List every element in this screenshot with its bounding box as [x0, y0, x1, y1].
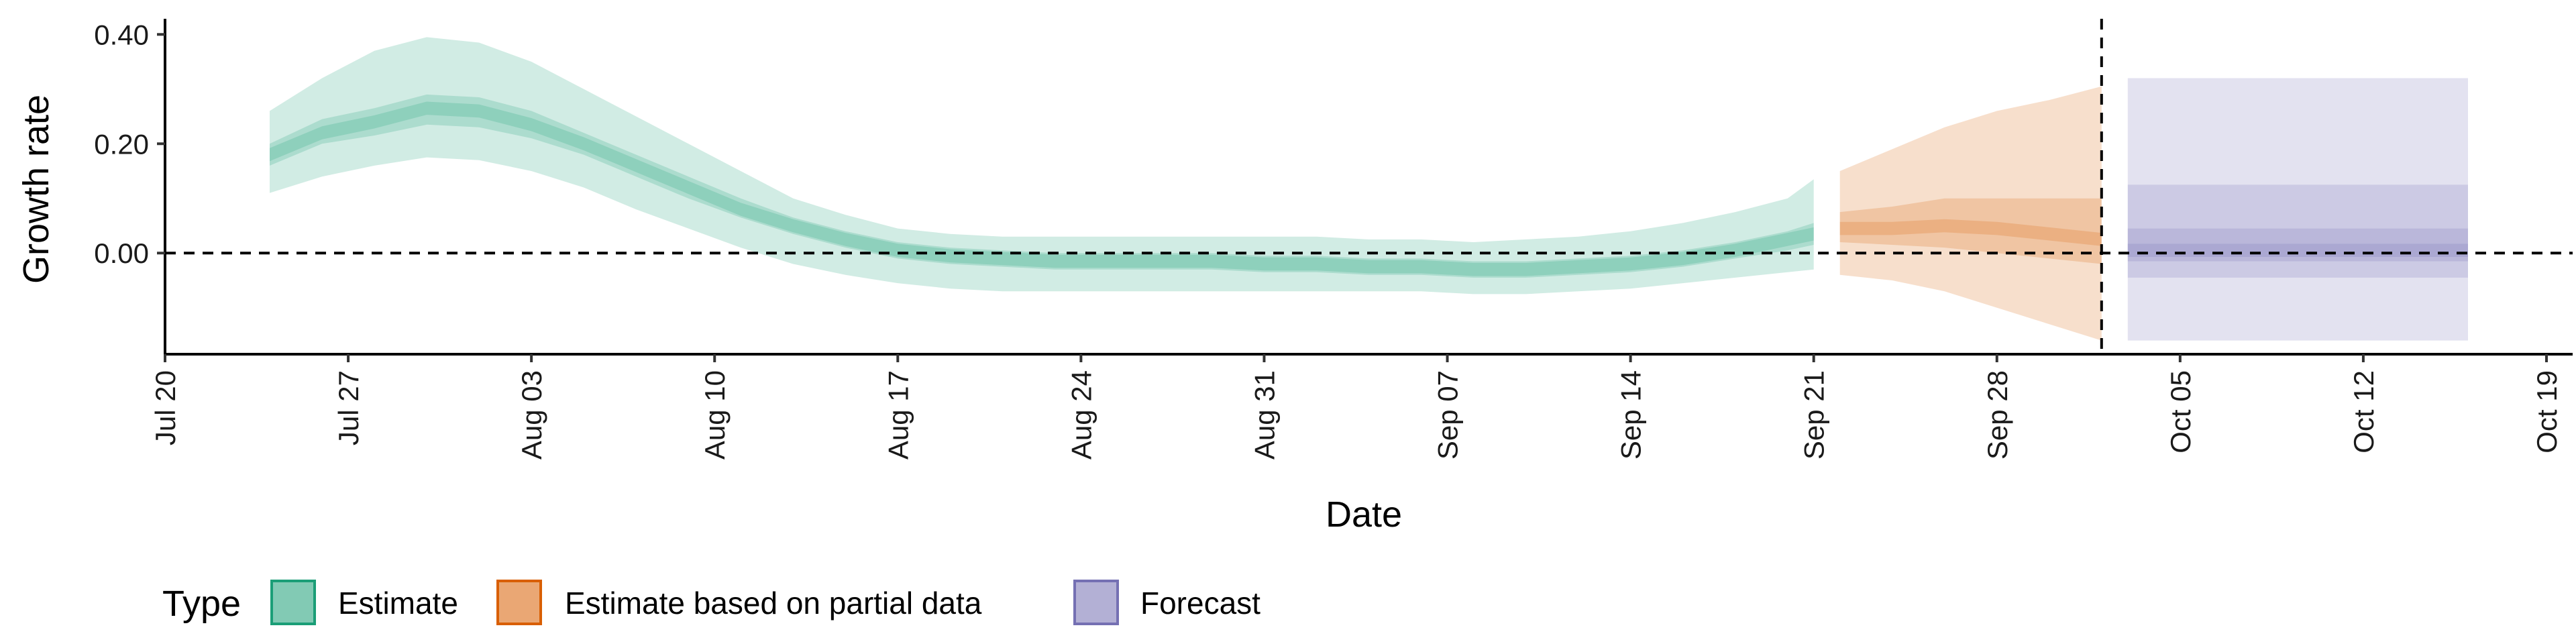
x-tick-label: Sep 21 — [1799, 370, 1830, 460]
x-tick-label: Jul 20 — [150, 370, 181, 445]
reference-lines — [165, 19, 2573, 354]
forecast-band-90 — [2127, 184, 2468, 278]
tick-labels: 0.00 0.20 0.40 Jul 20 Jul 27 Aug 03 Aug 10 Aug … — [94, 19, 2563, 460]
legend-entry-label: Estimate based on partial data — [565, 586, 982, 621]
y-tick-label: 0.20 — [94, 128, 149, 160]
x-tick-label: Oct 12 — [2348, 370, 2379, 453]
estimate-band-90 — [270, 37, 1814, 294]
legend: Type Estimate Estimate based on partial da… — [162, 580, 1260, 625]
x-tick-label: Sep 28 — [1982, 370, 2013, 460]
y-tick-label: 0.40 — [94, 19, 149, 50]
x-tick-label: Aug 03 — [516, 370, 547, 460]
x-tick-label: Aug 31 — [1249, 370, 1281, 460]
estimate-based-on-partial-data-median-band — [1839, 219, 2102, 246]
forecast-median-band — [2127, 244, 2468, 257]
estimate-median-band — [270, 101, 1814, 276]
legend-entry-label: Estimate — [338, 586, 458, 621]
legend-key — [496, 580, 542, 625]
estimate-based-on-partial-data-band-90 — [1839, 86, 2102, 341]
estimate-band-50 — [270, 94, 1814, 278]
y-axis-title: Growth rate — [16, 95, 56, 284]
axes — [157, 19, 2573, 362]
x-tick-label: Oct 19 — [2531, 370, 2563, 453]
series-bands — [270, 37, 2468, 341]
x-tick-label: Jul 27 — [333, 370, 364, 445]
x-tick-label: Sep 07 — [1432, 370, 1464, 460]
legend-key — [1073, 580, 1119, 625]
estimate-based-on-partial-data-band-50 — [1839, 198, 2102, 264]
y-tick-label: 0.00 — [94, 237, 149, 269]
x-tick-label: Aug 17 — [882, 370, 914, 460]
x-tick-label: Aug 24 — [1065, 370, 1097, 460]
x-axis-title: Date — [1326, 494, 1402, 535]
legend-entry-label: Forecast — [1140, 586, 1260, 621]
x-tick-label: Aug 10 — [699, 370, 731, 460]
x-tick-label: Sep 14 — [1615, 370, 1647, 460]
forecast-band-outer — [2127, 78, 2468, 341]
legend-key — [270, 580, 316, 625]
x-tick-label: Oct 05 — [2165, 370, 2196, 453]
legend-title: Type — [162, 584, 241, 624]
